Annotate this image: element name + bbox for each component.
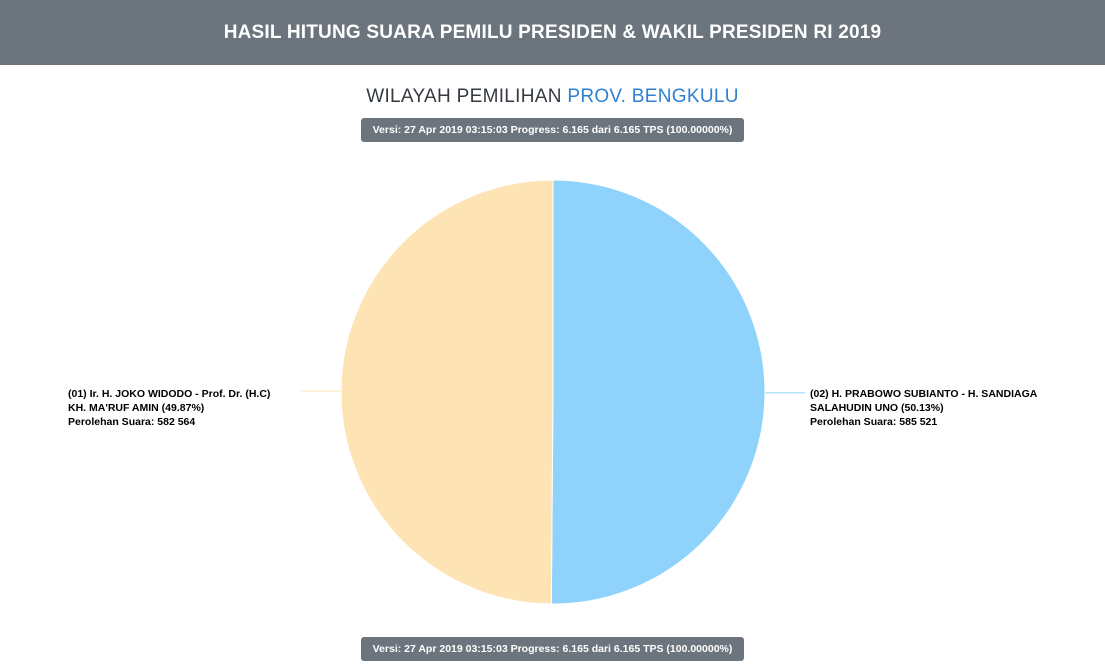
- region-title: WILAYAH PEMILIHAN PROV. BENGKULU: [0, 86, 1105, 108]
- slice-label-jokowi-line2: KH. MA'RUF AMIN (49.87%): [68, 402, 205, 414]
- pie-slice-jokowi[interactable]: [340, 179, 554, 605]
- region-prefix: WILAYAH PEMILIHAN: [366, 86, 562, 107]
- pie-slice-prabowo[interactable]: [550, 179, 766, 605]
- slice-label-jokowi-line1: (01) Ir. H. JOKO WIDODO - Prof. Dr. (H.C…: [68, 388, 271, 400]
- slice-label-prabowo: (02) H. PRABOWO SUBIANTO - H. SANDIAGA S…: [810, 387, 1037, 429]
- slice-label-prabowo-line1: (02) H. PRABOWO SUBIANTO - H. SANDIAGA: [810, 388, 1038, 400]
- slice-label-jokowi-votes: Perolehan Suara: 582 564: [68, 416, 196, 428]
- slice-label-jokowi: (01) Ir. H. JOKO WIDODO - Prof. Dr. (H.C…: [68, 387, 270, 429]
- region-name: PROV. BENGKULU: [567, 86, 739, 107]
- slice-label-prabowo-votes: Perolehan Suara: 585 521: [810, 416, 938, 428]
- page-title: HASIL HITUNG SUARA PEMILU PRESIDEN & WAK…: [223, 21, 882, 43]
- page-header: HASIL HITUNG SUARA PEMILU PRESIDEN & WAK…: [0, 0, 1105, 65]
- version-badge-top: Versi: 27 Apr 2019 03:15:03 Progress: 6.…: [361, 118, 744, 142]
- slice-label-prabowo-line2: SALAHUDIN UNO (50.13%): [810, 402, 944, 414]
- version-badge-bottom: Versi: 27 Apr 2019 03:15:03 Progress: 6.…: [361, 637, 744, 661]
